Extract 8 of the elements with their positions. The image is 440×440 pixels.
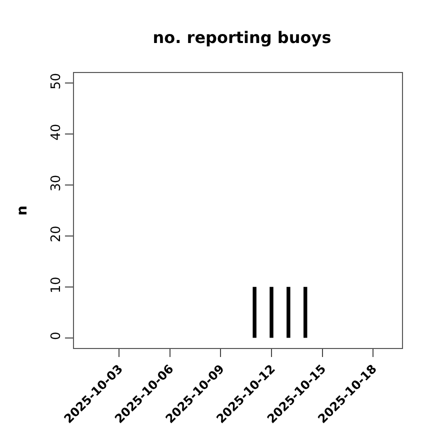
y-tick-label: 40 xyxy=(48,124,64,140)
y-tick-label: 20 xyxy=(48,226,64,242)
y-tick-label: 0 xyxy=(48,332,64,340)
chart-title: no. reporting buoys xyxy=(152,28,332,47)
y-tick-label: 10 xyxy=(48,276,64,294)
y-tick-label: 50 xyxy=(48,72,64,90)
y-axis-title: n xyxy=(14,206,30,216)
y-tick-label: 30 xyxy=(48,174,64,192)
